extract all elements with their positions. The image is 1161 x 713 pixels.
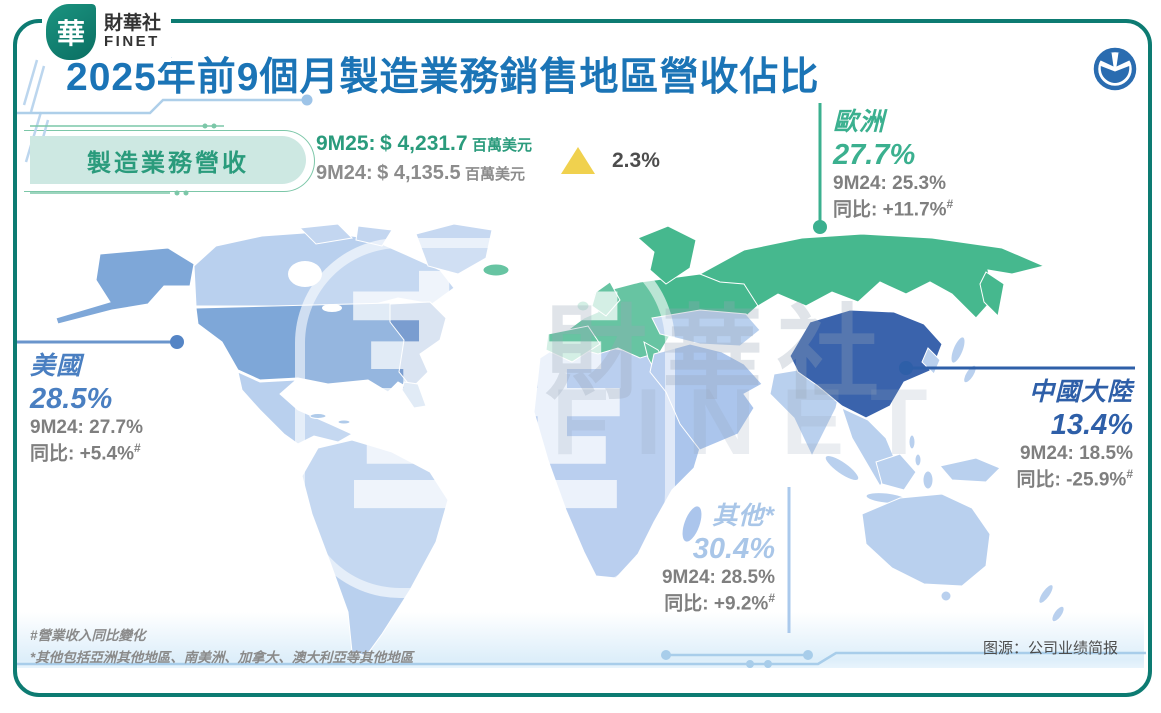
region-prior: 9M24: 25.3% [833,173,947,194]
region-callout-usa: 美國 28.5% 9M24: 27.7% 同比: +5.4%# [30,346,143,467]
company-logo-icon [1092,46,1138,97]
watermark-text-en: FINET [552,369,954,474]
revenue-prior-unit: 百萬美元 [465,166,526,183]
region-name: 其他* [712,502,775,530]
brand-name-en: FINET [104,33,160,51]
region-callout-europe: 歐洲 27.7% 9M24: 25.3% 同比: +11.7%# [833,102,953,223]
region-name: 美國 [30,352,83,380]
region-callout-china: 中國大陸 13.4% 9M24: 18.5% 同比: -25.9%# [1017,372,1134,493]
watermark-seal: 華 [295,238,675,598]
region-prior: 9M24: 28.5% [661,567,775,588]
revenue-current-unit: 百萬美元 [472,137,533,154]
region-yoy: 同比: -25.9%# [1016,466,1134,491]
brand-name-cn: 財華社 [104,13,162,35]
revenue-current-value: $ 4,231.7 [379,132,468,155]
revenue-current-label: 9M25: [316,132,376,155]
footnote-1: #營業收入同比變化 [30,628,146,643]
page-title: 2025年前9個月製造業務銷售地區營收佔比 [66,56,820,99]
revenue-prior-value: $ 4,135.5 [377,162,461,184]
region-name: 歐洲 [833,108,886,136]
revenue-change: 2.3% [612,149,660,172]
region-share: 13.4% [1050,409,1133,441]
region-yoy: 同比: +5.4%# [30,440,141,465]
revenue-current: 9M25: $ 4,231.7 百萬美元 [316,132,532,156]
region-prior: 9M24: 18.5% [1019,443,1133,464]
revenue-prior: 9M24: $ 4,135.5 百萬美元 [316,162,525,185]
map-region-china [789,309,943,419]
finet-leaf-icon: 華 [46,4,96,60]
region-share: 27.7% [833,139,916,171]
region-yoy: 同比: +9.2%# [664,590,775,615]
map-region-greenland [415,223,493,275]
up-triangle-icon [561,147,595,174]
region-callout-others: 其他* 30.4% 9M24: 28.5% 同比: +9.2%# [662,496,775,617]
segment-badge: 製造業務營收 [30,136,306,184]
region-yoy: 同比: +11.7%# [833,196,954,221]
map-region-alaska [55,247,195,325]
map-region-australia [861,493,991,587]
card-border [13,19,1152,697]
badge-outer-ring [24,130,315,192]
map-region-new-guinea [939,457,1001,483]
region-share: 30.4% [692,533,775,565]
watermark-text-cn: 財華社 [545,297,893,411]
footnotes: #營業收入同比變化 *其他包括亞洲其他地區、南美洲、加拿大、澳大利亞等其他地區 [30,625,413,668]
footnote-2: *其他包括亞洲其他地區、南美洲、加拿大、澳大利亞等其他地區 [30,649,414,665]
source-credit: 图源：公司业绩简报 [982,640,1118,657]
region-share: 28.5% [30,383,113,415]
revenue-prior-label: 9M24: [316,162,373,184]
region-prior: 9M24: 27.7% [30,417,144,438]
brand-logo: 華 財華社 FINET [42,2,172,62]
region-name: 中國大陸 [1028,378,1133,406]
map-region-russia [698,233,1046,319]
